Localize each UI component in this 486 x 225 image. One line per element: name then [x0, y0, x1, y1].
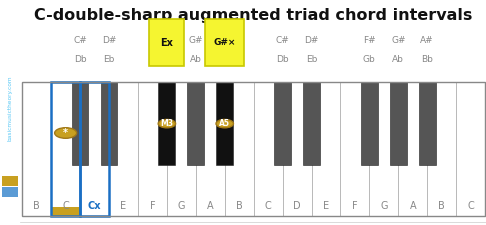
- Text: G#: G#: [189, 36, 203, 45]
- Bar: [51, 82, 80, 216]
- Text: A: A: [207, 201, 213, 211]
- Text: G: G: [177, 201, 185, 211]
- Bar: [138, 82, 167, 216]
- Text: D: D: [293, 201, 301, 211]
- Text: C: C: [467, 201, 474, 211]
- Bar: [399, 82, 427, 216]
- Bar: [456, 82, 485, 216]
- Bar: [51, 207, 80, 216]
- Text: *: *: [63, 128, 68, 138]
- Text: F: F: [352, 201, 358, 211]
- FancyBboxPatch shape: [149, 19, 184, 66]
- Text: F#: F#: [363, 36, 376, 45]
- Bar: [369, 82, 399, 216]
- Text: C#: C#: [276, 36, 290, 45]
- Text: B: B: [438, 201, 445, 211]
- Text: C: C: [265, 201, 272, 211]
- Bar: [196, 82, 225, 216]
- Text: D#: D#: [102, 36, 116, 45]
- Text: Ab: Ab: [190, 55, 202, 64]
- Bar: [419, 82, 435, 165]
- Bar: [80, 82, 109, 216]
- Bar: [188, 82, 204, 165]
- Bar: [216, 82, 233, 165]
- Bar: [254, 82, 282, 216]
- Text: A5: A5: [219, 119, 230, 128]
- Bar: [361, 82, 378, 165]
- Text: D#: D#: [304, 36, 319, 45]
- Text: C: C: [62, 201, 69, 211]
- Bar: [427, 82, 456, 216]
- Text: E: E: [121, 201, 126, 211]
- Bar: [225, 82, 254, 216]
- Bar: [340, 82, 369, 216]
- Bar: [274, 82, 291, 165]
- Text: Bb: Bb: [421, 55, 433, 64]
- Text: B: B: [34, 201, 40, 211]
- Circle shape: [54, 128, 77, 138]
- Bar: [2, 176, 18, 186]
- Bar: [72, 82, 88, 165]
- Text: E: E: [323, 201, 329, 211]
- Bar: [2, 187, 18, 197]
- Bar: [22, 82, 485, 216]
- Text: G#×: G#×: [213, 38, 236, 47]
- Bar: [158, 82, 175, 165]
- Text: G: G: [380, 201, 387, 211]
- Text: Ex: Ex: [160, 38, 174, 48]
- Circle shape: [158, 119, 175, 128]
- Bar: [390, 82, 407, 165]
- FancyBboxPatch shape: [205, 19, 244, 66]
- Text: F: F: [150, 201, 155, 211]
- Bar: [282, 82, 312, 216]
- Text: basicmusictheory.com: basicmusictheory.com: [7, 75, 13, 141]
- Text: C#: C#: [73, 36, 87, 45]
- Text: Db: Db: [276, 55, 289, 64]
- Bar: [101, 82, 118, 165]
- Text: Db: Db: [74, 55, 87, 64]
- Bar: [167, 82, 196, 216]
- Text: B: B: [236, 201, 243, 211]
- Text: A#: A#: [420, 36, 434, 45]
- Text: Ab: Ab: [392, 55, 404, 64]
- Bar: [22, 82, 51, 216]
- Text: Eb: Eb: [306, 55, 317, 64]
- Bar: [109, 82, 138, 216]
- Text: G#: G#: [391, 36, 405, 45]
- Bar: [303, 82, 320, 165]
- Text: Gb: Gb: [363, 55, 376, 64]
- Bar: [80, 82, 109, 216]
- Text: A: A: [409, 201, 416, 211]
- Text: M3: M3: [160, 119, 174, 128]
- Circle shape: [216, 119, 233, 128]
- Text: C-double-sharp augmented triad chord intervals: C-double-sharp augmented triad chord int…: [34, 8, 472, 23]
- Text: Cx: Cx: [88, 201, 101, 211]
- Bar: [312, 82, 340, 216]
- Text: Eb: Eb: [104, 55, 115, 64]
- Bar: [51, 82, 80, 216]
